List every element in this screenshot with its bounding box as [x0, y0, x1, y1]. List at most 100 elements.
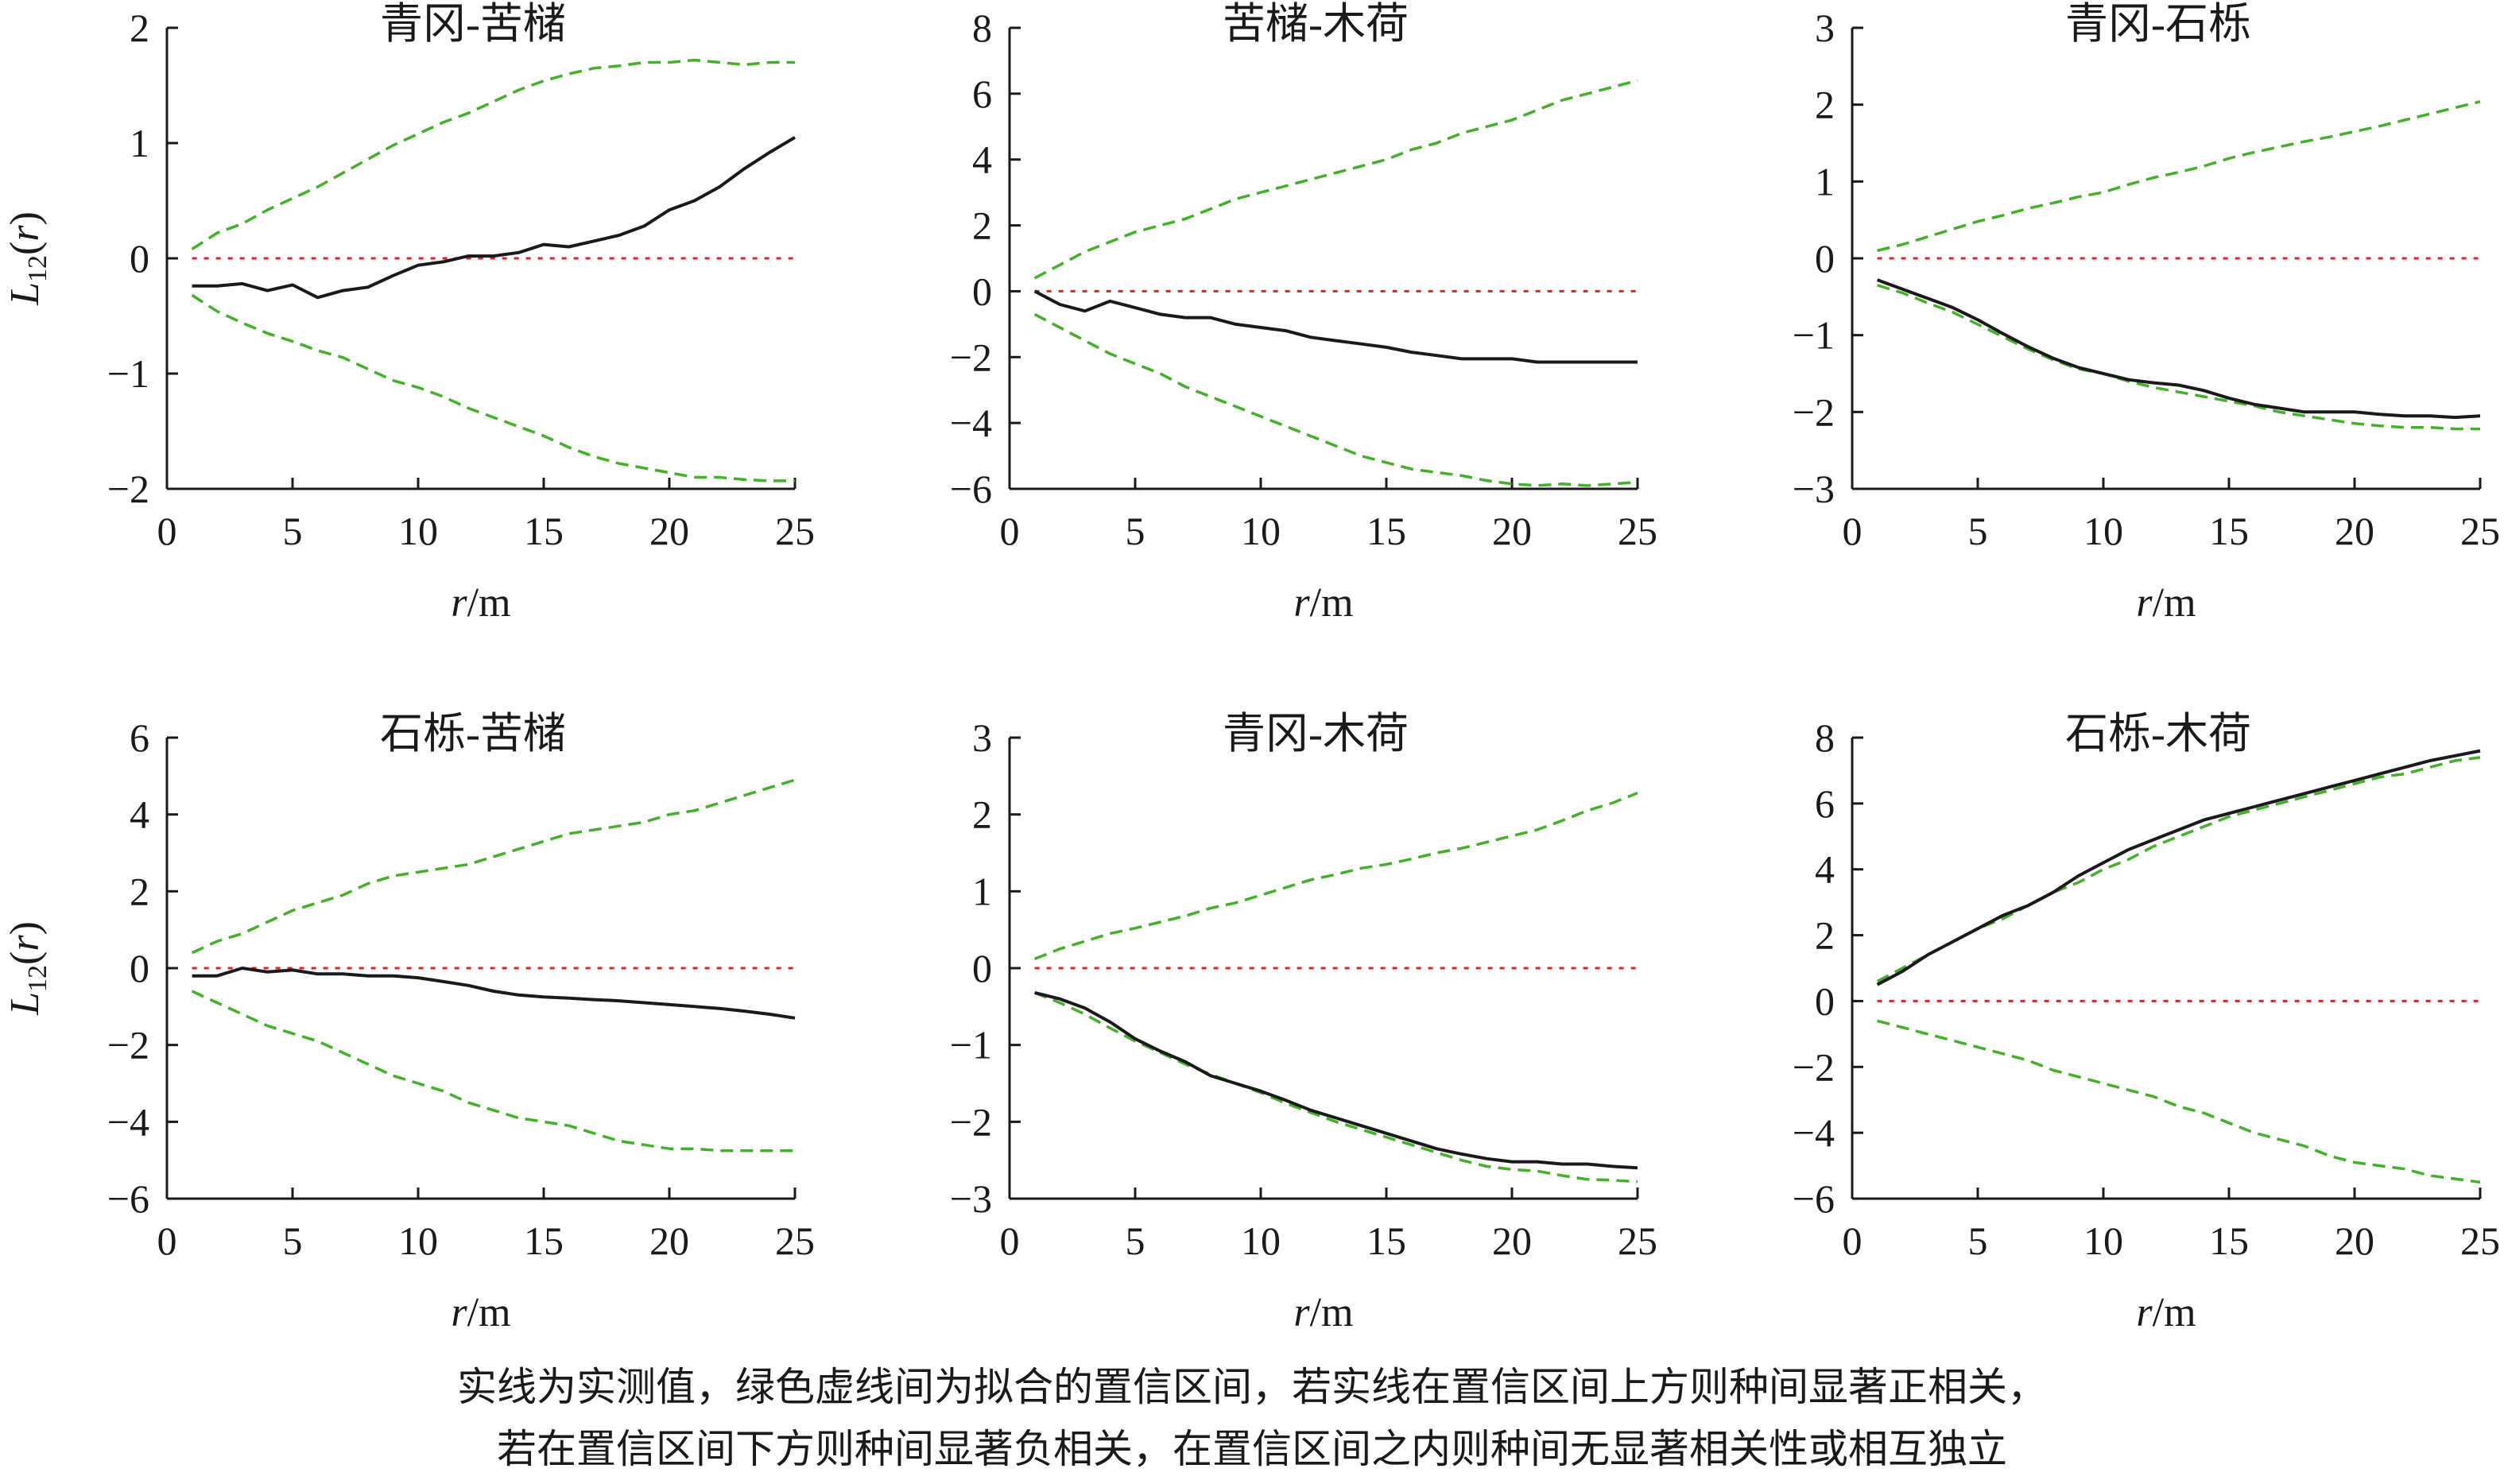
y-tick-label: 4 [130, 792, 149, 837]
x-tick-label: 10 [398, 509, 438, 553]
y-tick-label: 1 [972, 869, 992, 913]
x-tick-label: 20 [649, 1219, 689, 1263]
series-observed-line [1034, 990, 1638, 1170]
series-lower-envelope-line [1033, 991, 1638, 1184]
y-tick-label: −3 [1793, 467, 1835, 511]
y-tick-label: 3 [1815, 6, 1835, 50]
y-axis-label: L12(r) [2, 211, 52, 306]
x-tick-label: 15 [2209, 509, 2249, 553]
chart-panel-1: 0 5 10 15 20 25 −2 −1 0 1 2 青冈-苦槠 r/m L12(r) [2, 0, 815, 626]
series-observed-line [1876, 278, 2481, 420]
x-tick-label: 20 [1492, 509, 1532, 553]
x-tick-label: 0 [157, 509, 177, 553]
caption-line-1: 实线为实测值，绿色虚线间为拟合的置信区间，若实线在置信区间上方则种间显著正相关， [457, 1364, 2047, 1410]
x-tick-label: 15 [1366, 1219, 1406, 1263]
x-tick-label: 5 [1968, 509, 1988, 553]
x-tick-label: 0 [157, 1219, 177, 1263]
x-tick-label: 10 [2083, 1219, 2123, 1263]
x-tick-label: 25 [775, 1219, 815, 1263]
y-tick-label: 6 [1815, 781, 1835, 826]
y-tick-label: 3 [972, 715, 992, 760]
chart-title: 青冈-木荷 [1223, 710, 1409, 757]
series-observed-line [1876, 749, 2481, 986]
series-upper-envelope-line [1876, 756, 2481, 983]
x-tick-label: 5 [283, 509, 303, 553]
chart-title: 青冈-苦槠 [380, 0, 566, 48]
x-tick-label: 5 [1126, 1219, 1145, 1263]
x-tick-label: 15 [1366, 509, 1406, 553]
chart-panel-5: 0 5 10 15 20 25 −3 −2 −1 0 1 2 3 青冈-木荷 r/m [950, 710, 1657, 1335]
y-tick-label: −1 [1793, 313, 1835, 358]
x-axis-label: r/m [451, 1290, 510, 1335]
chart-title: 苦槠-木荷 [1223, 0, 1409, 48]
chart-panel-3: 0 5 10 15 20 25 −3 −2 −1 0 1 2 3 青冈-石栎 r/m [1793, 0, 2500, 626]
series-upper-envelope-line [1877, 100, 2481, 253]
y-tick-label: 1 [1815, 159, 1835, 203]
x-tick-label: 10 [398, 1219, 438, 1263]
x-axis-label: r/m [1293, 1290, 1353, 1335]
x-tick-label: 25 [2460, 509, 2500, 553]
x-tick-label: 25 [1618, 1219, 1657, 1263]
chart-title: 石栎-苦槠 [380, 710, 566, 757]
y-tick-label: 6 [130, 715, 149, 760]
x-tick-label: 15 [524, 509, 564, 553]
y-tick-label: 0 [1815, 236, 1835, 281]
x-tick-label: 0 [1000, 1219, 1020, 1263]
x-tick-label: 20 [649, 509, 689, 553]
y-tick-label: 1 [130, 121, 149, 165]
y-tick-label: −4 [950, 401, 992, 445]
y-tick-label: −4 [107, 1099, 149, 1144]
x-tick-label: 0 [1843, 1219, 1862, 1263]
series-lower-envelope-line [1877, 1019, 2481, 1184]
y-tick-label: 0 [130, 946, 149, 990]
series-lower-envelope-line [191, 293, 795, 482]
series-lower-envelope-line [191, 990, 795, 1153]
x-tick-label: 5 [1126, 509, 1145, 553]
y-tick-label: 4 [972, 138, 992, 182]
y-axis-label: L12(r) [2, 921, 52, 1016]
y-tick-label: 8 [972, 6, 992, 50]
y-tick-label: 0 [1815, 978, 1835, 1023]
series-lower-envelope-line [1033, 312, 1638, 487]
y-tick-label: −3 [950, 1176, 992, 1221]
x-tick-label: 20 [2335, 1219, 2374, 1263]
caption-line-2: 若在置信区间下方则种间显著负相关，在置信区间之内则种间无显著相关性或相互独立 [497, 1426, 2007, 1472]
x-tick-label: 25 [1618, 509, 1657, 553]
y-tick-label: 2 [130, 6, 149, 50]
x-tick-label: 15 [524, 1219, 564, 1263]
series-observed-line [192, 136, 797, 300]
chart-panel-6: 0 5 10 15 20 25 −6 −4 −2 0 2 4 6 8 石栎-木荷 r/m [1793, 710, 2500, 1335]
x-tick-label: 0 [1843, 509, 1862, 553]
chart-title: 石栎-木荷 [2065, 710, 2251, 757]
y-tick-label: −4 [1793, 1110, 1835, 1155]
x-axis-label: r/m [2136, 580, 2196, 626]
y-tick-label: 2 [1815, 83, 1835, 127]
x-tick-label: 10 [1241, 1219, 1281, 1263]
x-axis-label: r/m [1293, 580, 1353, 626]
y-tick-label: −6 [950, 467, 992, 511]
y-tick-label: −2 [107, 467, 149, 511]
y-tick-label: −2 [950, 335, 992, 379]
y-tick-label: 8 [1815, 715, 1835, 760]
series-observed-line [192, 967, 796, 1020]
y-tick-label: −1 [107, 351, 149, 396]
y-tick-label: 2 [130, 869, 149, 913]
y-tick-label: −1 [950, 1023, 992, 1067]
x-tick-label: 5 [283, 1219, 303, 1263]
x-axis-label: r/m [451, 580, 510, 626]
x-tick-label: 15 [2209, 1219, 2249, 1263]
y-tick-label: 0 [972, 946, 992, 990]
x-axis-label: r/m [2136, 1290, 2196, 1335]
series-lower-envelope-line [1877, 284, 2480, 431]
series-upper-envelope-line [191, 58, 795, 250]
y-tick-label: 2 [1815, 913, 1835, 958]
y-tick-label: 0 [130, 236, 149, 281]
y-tick-label: −2 [1793, 1044, 1835, 1089]
y-tick-label: −2 [107, 1023, 149, 1067]
y-tick-label: −2 [950, 1099, 992, 1144]
y-tick-label: −6 [107, 1176, 149, 1221]
series-upper-envelope-line [1033, 791, 1638, 961]
series-upper-envelope-line [191, 778, 796, 955]
y-tick-label: 6 [972, 72, 992, 116]
